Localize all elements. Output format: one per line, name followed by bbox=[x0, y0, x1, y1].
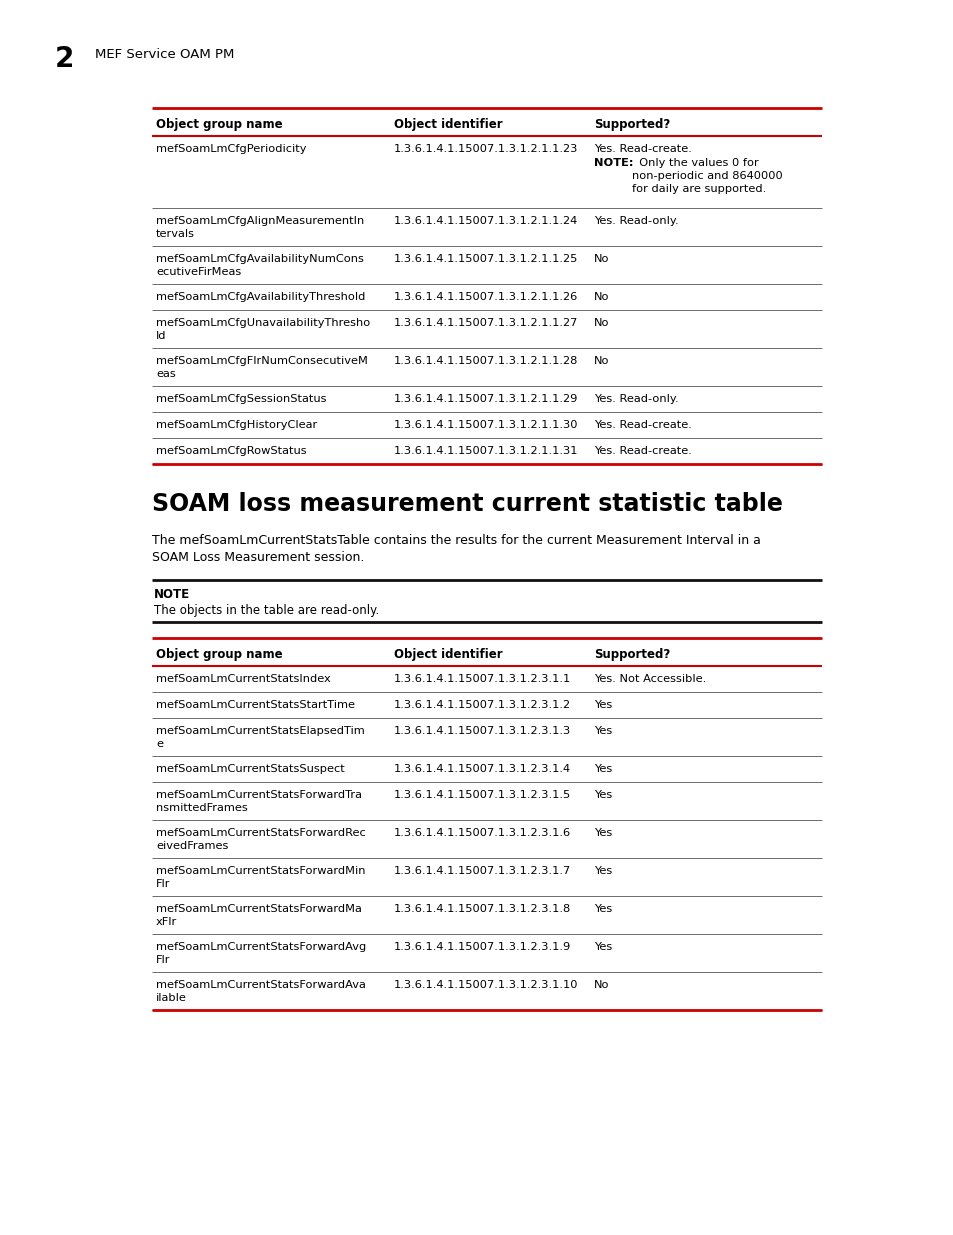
Text: mefSoamLmCurrentStatsIndex: mefSoamLmCurrentStatsIndex bbox=[156, 674, 331, 684]
Text: mefSoamLmCfgUnavailabilityThresho
ld: mefSoamLmCfgUnavailabilityThresho ld bbox=[156, 317, 370, 341]
Text: for daily are supported.: for daily are supported. bbox=[631, 184, 765, 194]
Text: Yes: Yes bbox=[594, 827, 612, 839]
Text: Yes: Yes bbox=[594, 790, 612, 800]
Text: Object identifier: Object identifier bbox=[394, 648, 502, 661]
Text: 1.3.6.1.4.1.15007.1.3.1.2.1.1.27: 1.3.6.1.4.1.15007.1.3.1.2.1.1.27 bbox=[394, 317, 578, 329]
Text: mefSoamLmCurrentStatsForwardTra
nsmittedFrames: mefSoamLmCurrentStatsForwardTra nsmitted… bbox=[156, 790, 361, 813]
Text: The objects in the table are read-only.: The objects in the table are read-only. bbox=[153, 604, 379, 618]
Text: Yes: Yes bbox=[594, 942, 612, 952]
Text: mefSoamLmCfgHistoryClear: mefSoamLmCfgHistoryClear bbox=[156, 420, 317, 430]
Text: Yes: Yes bbox=[594, 764, 612, 774]
Text: non-periodic and 8640000: non-periodic and 8640000 bbox=[631, 170, 781, 182]
Text: The mefSoamLmCurrentStatsTable contains the results for the current Measurement : The mefSoamLmCurrentStatsTable contains … bbox=[152, 534, 760, 547]
Text: 1.3.6.1.4.1.15007.1.3.1.2.3.1.7: 1.3.6.1.4.1.15007.1.3.1.2.3.1.7 bbox=[394, 866, 571, 876]
Text: 1.3.6.1.4.1.15007.1.3.1.2.1.1.29: 1.3.6.1.4.1.15007.1.3.1.2.1.1.29 bbox=[394, 394, 578, 404]
Text: mefSoamLmCfgRowStatus: mefSoamLmCfgRowStatus bbox=[156, 446, 306, 456]
Text: mefSoamLmCurrentStatsStartTime: mefSoamLmCurrentStatsStartTime bbox=[156, 700, 355, 710]
Text: NOTE:: NOTE: bbox=[594, 158, 633, 168]
Text: Yes: Yes bbox=[594, 904, 612, 914]
Text: mefSoamLmCfgSessionStatus: mefSoamLmCfgSessionStatus bbox=[156, 394, 326, 404]
Text: No: No bbox=[594, 254, 609, 264]
Text: 2: 2 bbox=[55, 44, 74, 73]
Text: Supported?: Supported? bbox=[594, 119, 670, 131]
Text: Yes. Not Accessible.: Yes. Not Accessible. bbox=[594, 674, 705, 684]
Text: No: No bbox=[594, 291, 609, 303]
Text: mefSoamLmCurrentStatsForwardMa
xFlr: mefSoamLmCurrentStatsForwardMa xFlr bbox=[156, 904, 361, 927]
Text: mefSoamLmCurrentStatsElapsedTim
e: mefSoamLmCurrentStatsElapsedTim e bbox=[156, 726, 364, 750]
Text: No: No bbox=[594, 356, 609, 366]
Text: 1.3.6.1.4.1.15007.1.3.1.2.3.1.6: 1.3.6.1.4.1.15007.1.3.1.2.3.1.6 bbox=[394, 827, 571, 839]
Text: 1.3.6.1.4.1.15007.1.3.1.2.1.1.28: 1.3.6.1.4.1.15007.1.3.1.2.1.1.28 bbox=[394, 356, 578, 366]
Text: Object identifier: Object identifier bbox=[394, 119, 502, 131]
Text: mefSoamLmCurrentStatsForwardRec
eivedFrames: mefSoamLmCurrentStatsForwardRec eivedFra… bbox=[156, 827, 365, 851]
Text: mefSoamLmCfgAvailabilityThreshold: mefSoamLmCfgAvailabilityThreshold bbox=[156, 291, 365, 303]
Text: No: No bbox=[594, 981, 609, 990]
Text: Yes. Read-only.: Yes. Read-only. bbox=[594, 394, 678, 404]
Text: 1.3.6.1.4.1.15007.1.3.1.2.1.1.31: 1.3.6.1.4.1.15007.1.3.1.2.1.1.31 bbox=[394, 446, 578, 456]
Text: Yes. Read-create.: Yes. Read-create. bbox=[594, 144, 691, 154]
Text: 1.3.6.1.4.1.15007.1.3.1.2.3.1.9: 1.3.6.1.4.1.15007.1.3.1.2.3.1.9 bbox=[394, 942, 571, 952]
Text: 1.3.6.1.4.1.15007.1.3.1.2.1.1.26: 1.3.6.1.4.1.15007.1.3.1.2.1.1.26 bbox=[394, 291, 578, 303]
Text: mefSoamLmCfgPeriodicity: mefSoamLmCfgPeriodicity bbox=[156, 144, 306, 154]
Text: mefSoamLmCurrentStatsForwardAvg
Flr: mefSoamLmCurrentStatsForwardAvg Flr bbox=[156, 942, 366, 966]
Text: SOAM Loss Measurement session.: SOAM Loss Measurement session. bbox=[152, 551, 364, 564]
Text: mefSoamLmCurrentStatsForwardAva
ilable: mefSoamLmCurrentStatsForwardAva ilable bbox=[156, 981, 366, 1003]
Text: Yes. Read-create.: Yes. Read-create. bbox=[594, 446, 691, 456]
Text: 1.3.6.1.4.1.15007.1.3.1.2.1.1.23: 1.3.6.1.4.1.15007.1.3.1.2.1.1.23 bbox=[394, 144, 578, 154]
Text: 1.3.6.1.4.1.15007.1.3.1.2.3.1.3: 1.3.6.1.4.1.15007.1.3.1.2.3.1.3 bbox=[394, 726, 571, 736]
Text: NOTE: NOTE bbox=[153, 588, 190, 601]
Text: SOAM loss measurement current statistic table: SOAM loss measurement current statistic … bbox=[152, 492, 782, 516]
Text: 1.3.6.1.4.1.15007.1.3.1.2.3.1.10: 1.3.6.1.4.1.15007.1.3.1.2.3.1.10 bbox=[394, 981, 578, 990]
Text: 1.3.6.1.4.1.15007.1.3.1.2.3.1.5: 1.3.6.1.4.1.15007.1.3.1.2.3.1.5 bbox=[394, 790, 571, 800]
Text: Yes: Yes bbox=[594, 866, 612, 876]
Text: Yes. Read-only.: Yes. Read-only. bbox=[594, 216, 678, 226]
Text: mefSoamLmCfgAlignMeasurementIn
tervals: mefSoamLmCfgAlignMeasurementIn tervals bbox=[156, 216, 364, 240]
Text: Object group name: Object group name bbox=[156, 119, 282, 131]
Text: No: No bbox=[594, 317, 609, 329]
Text: 1.3.6.1.4.1.15007.1.3.1.2.3.1.8: 1.3.6.1.4.1.15007.1.3.1.2.3.1.8 bbox=[394, 904, 571, 914]
Text: 1.3.6.1.4.1.15007.1.3.1.2.3.1.1: 1.3.6.1.4.1.15007.1.3.1.2.3.1.1 bbox=[394, 674, 571, 684]
Text: 1.3.6.1.4.1.15007.1.3.1.2.3.1.4: 1.3.6.1.4.1.15007.1.3.1.2.3.1.4 bbox=[394, 764, 571, 774]
Text: mefSoamLmCfgFlrNumConsecutiveM
eas: mefSoamLmCfgFlrNumConsecutiveM eas bbox=[156, 356, 368, 379]
Text: 1.3.6.1.4.1.15007.1.3.1.2.1.1.25: 1.3.6.1.4.1.15007.1.3.1.2.1.1.25 bbox=[394, 254, 578, 264]
Text: Yes: Yes bbox=[594, 700, 612, 710]
Text: Yes. Read-create.: Yes. Read-create. bbox=[594, 420, 691, 430]
Text: 1.3.6.1.4.1.15007.1.3.1.2.1.1.24: 1.3.6.1.4.1.15007.1.3.1.2.1.1.24 bbox=[394, 216, 578, 226]
Text: mefSoamLmCfgAvailabilityNumCons
ecutiveFirMeas: mefSoamLmCfgAvailabilityNumCons ecutiveF… bbox=[156, 254, 363, 277]
Text: 1.3.6.1.4.1.15007.1.3.1.2.1.1.30: 1.3.6.1.4.1.15007.1.3.1.2.1.1.30 bbox=[394, 420, 578, 430]
Text: Yes: Yes bbox=[594, 726, 612, 736]
Text: mefSoamLmCurrentStatsForwardMin
Flr: mefSoamLmCurrentStatsForwardMin Flr bbox=[156, 866, 365, 889]
Text: Object group name: Object group name bbox=[156, 648, 282, 661]
Text: Supported?: Supported? bbox=[594, 648, 670, 661]
Text: MEF Service OAM PM: MEF Service OAM PM bbox=[95, 48, 234, 61]
Text: 1.3.6.1.4.1.15007.1.3.1.2.3.1.2: 1.3.6.1.4.1.15007.1.3.1.2.3.1.2 bbox=[394, 700, 571, 710]
Text: Only the values 0 for: Only the values 0 for bbox=[631, 158, 758, 168]
Text: mefSoamLmCurrentStatsSuspect: mefSoamLmCurrentStatsSuspect bbox=[156, 764, 344, 774]
